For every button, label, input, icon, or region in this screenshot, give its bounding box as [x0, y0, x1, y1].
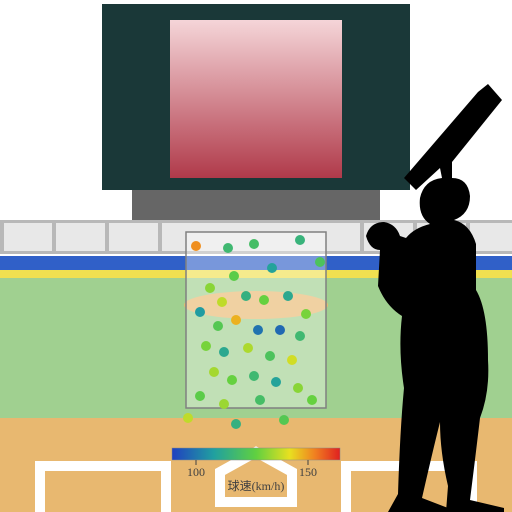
stands-pillar: [360, 220, 364, 254]
pitch-point: [205, 283, 215, 293]
pitch-point: [195, 307, 205, 317]
pitch-point: [287, 355, 297, 365]
stands-pillar: [158, 220, 162, 254]
pitch-point: [255, 395, 265, 405]
pitch-point: [201, 341, 211, 351]
pitch-point: [183, 413, 193, 423]
pitch-point: [249, 239, 259, 249]
pitch-point: [209, 367, 219, 377]
stands-pillar: [105, 220, 109, 254]
pitch-point: [191, 241, 201, 251]
pitch-point: [231, 419, 241, 429]
pitch-point: [219, 347, 229, 357]
pitch-point: [249, 371, 259, 381]
legend-tick-label: 150: [299, 465, 317, 479]
pitch-point: [229, 271, 239, 281]
pitch-point: [241, 291, 251, 301]
pitch-point: [265, 351, 275, 361]
pitch-point: [223, 243, 233, 253]
pitch-point: [213, 321, 223, 331]
pitch-point: [279, 415, 289, 425]
stands-pillar: [0, 220, 4, 254]
stands-pillar: [52, 220, 56, 254]
pitch-point: [315, 257, 325, 267]
pitch-point: [283, 291, 293, 301]
pitch-point: [267, 263, 277, 273]
pitch-point: [259, 295, 269, 305]
pitch-point: [231, 315, 241, 325]
pitch-point: [271, 377, 281, 387]
legend-axis-label: 球速(km/h): [228, 479, 285, 493]
pitch-point: [253, 325, 263, 335]
legend-tick-label: 100: [187, 465, 205, 479]
pitch-point: [295, 235, 305, 245]
pitch-point: [307, 395, 317, 405]
pitch-point: [243, 343, 253, 353]
pitch-point: [293, 383, 303, 393]
pitch-point: [195, 391, 205, 401]
pitch-point: [301, 309, 311, 319]
pitch-point: [219, 399, 229, 409]
legend-colorbar: [172, 448, 340, 460]
pitch-point: [295, 331, 305, 341]
strike-zone: [186, 232, 326, 408]
pitch-point: [275, 325, 285, 335]
scoreboard-screen: [170, 20, 342, 178]
pitch-point: [227, 375, 237, 385]
pitch-point: [217, 297, 227, 307]
